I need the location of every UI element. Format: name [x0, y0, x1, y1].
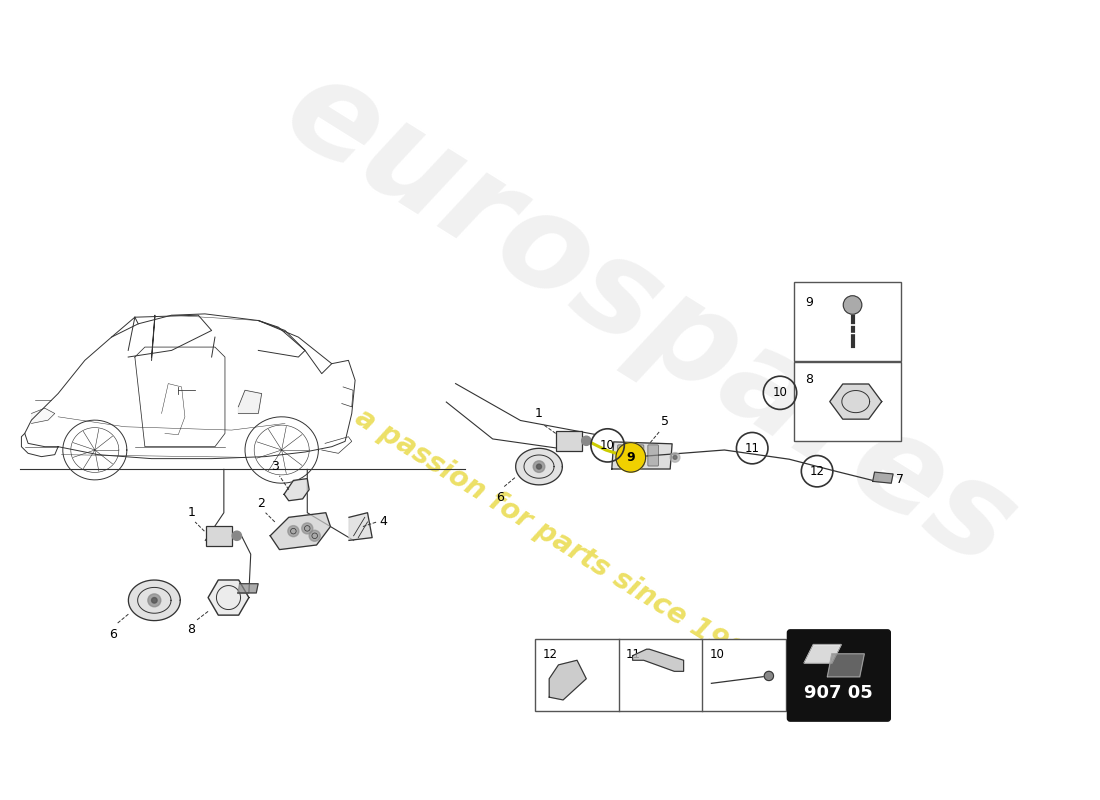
Circle shape: [288, 526, 299, 537]
Polygon shape: [32, 408, 55, 423]
Text: 1: 1: [187, 506, 196, 519]
Text: 11: 11: [626, 648, 641, 662]
Polygon shape: [632, 650, 683, 671]
Text: 6: 6: [496, 490, 504, 503]
Circle shape: [670, 453, 680, 462]
Circle shape: [616, 442, 646, 472]
Bar: [536, 639, 785, 711]
Polygon shape: [827, 654, 865, 677]
Circle shape: [147, 594, 161, 606]
Text: a passion for parts since 1985: a passion for parts since 1985: [350, 403, 764, 678]
Text: 11: 11: [745, 442, 760, 454]
FancyBboxPatch shape: [634, 445, 643, 466]
Bar: [794, 362, 901, 441]
Circle shape: [582, 436, 591, 446]
Polygon shape: [129, 580, 180, 621]
Text: 6: 6: [109, 628, 117, 641]
Text: 2: 2: [257, 497, 265, 510]
FancyBboxPatch shape: [206, 526, 232, 546]
Circle shape: [673, 455, 676, 459]
Circle shape: [152, 598, 157, 603]
Polygon shape: [549, 660, 586, 700]
Circle shape: [301, 523, 312, 534]
Polygon shape: [271, 513, 330, 550]
Text: 1: 1: [535, 407, 543, 421]
Bar: [794, 282, 901, 361]
FancyBboxPatch shape: [788, 630, 890, 721]
Text: 8: 8: [187, 623, 196, 636]
Circle shape: [844, 296, 861, 314]
Polygon shape: [872, 472, 893, 483]
Text: 5: 5: [661, 415, 670, 428]
Text: 4: 4: [379, 515, 387, 529]
Polygon shape: [208, 580, 249, 615]
Text: 12: 12: [542, 648, 558, 662]
FancyBboxPatch shape: [556, 430, 582, 451]
Text: 907 05: 907 05: [804, 683, 873, 702]
Text: 9: 9: [805, 296, 813, 309]
Circle shape: [534, 461, 544, 473]
Text: 10: 10: [710, 648, 725, 662]
Text: 10: 10: [772, 386, 788, 399]
Polygon shape: [238, 584, 258, 593]
Polygon shape: [516, 448, 562, 485]
Text: 8: 8: [805, 374, 813, 386]
FancyBboxPatch shape: [618, 445, 628, 466]
Circle shape: [764, 671, 773, 681]
Text: 7: 7: [895, 473, 904, 486]
Polygon shape: [239, 390, 262, 414]
Circle shape: [309, 530, 320, 542]
FancyBboxPatch shape: [648, 445, 659, 466]
Text: eurospares: eurospares: [263, 44, 1037, 594]
Circle shape: [537, 464, 541, 469]
Text: 10: 10: [601, 439, 615, 452]
Circle shape: [232, 531, 242, 540]
Text: 3: 3: [271, 460, 278, 473]
Text: 9: 9: [627, 451, 635, 464]
Polygon shape: [804, 645, 842, 663]
Polygon shape: [349, 513, 372, 540]
Polygon shape: [829, 384, 882, 419]
Polygon shape: [284, 478, 309, 501]
Polygon shape: [612, 442, 672, 469]
Text: 12: 12: [810, 465, 825, 478]
